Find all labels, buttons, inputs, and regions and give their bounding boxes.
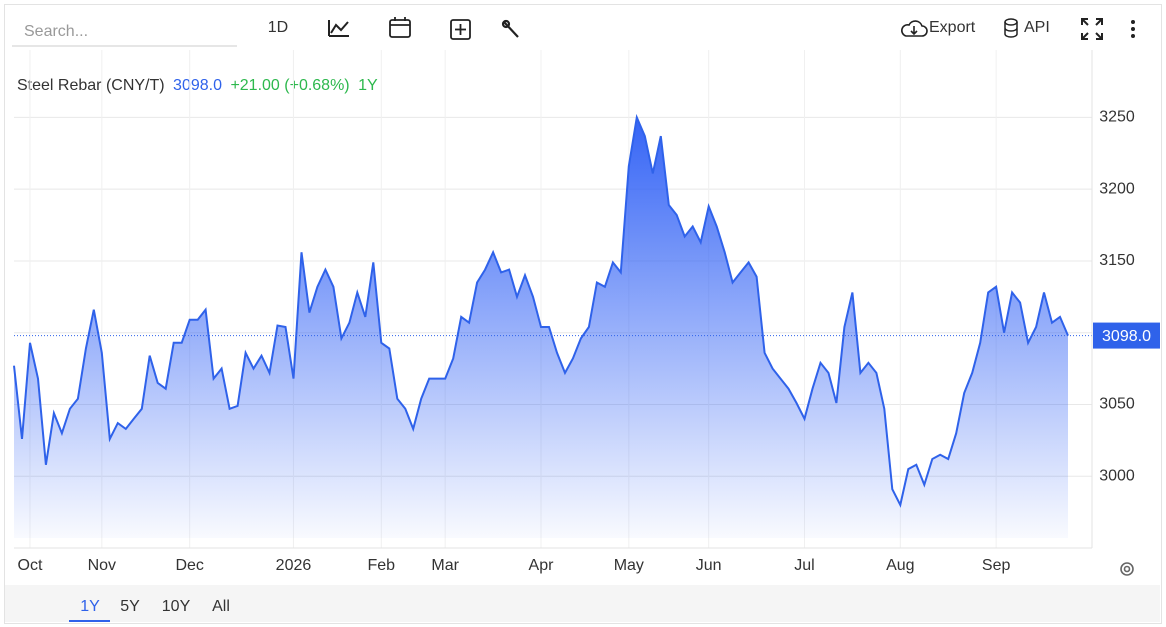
- x-tick-label: Jun: [696, 557, 722, 574]
- range-bar: [5, 585, 1160, 622]
- x-tick-label: Mar: [431, 557, 459, 574]
- y-tick-label: 3150: [1099, 252, 1135, 269]
- export-icon[interactable]: [901, 20, 928, 37]
- y-tick-label: 3250: [1099, 109, 1135, 126]
- add-indicator-icon[interactable]: [450, 19, 471, 40]
- price-line: [13, 113, 1069, 508]
- y-tick-label: 3200: [1099, 180, 1135, 197]
- gear-icon[interactable]: [1120, 562, 1134, 576]
- x-tick-label: Dec: [175, 557, 203, 574]
- x-tick-label: Apr: [529, 557, 555, 574]
- menu-icon[interactable]: [1131, 20, 1135, 38]
- chart-type-icon[interactable]: [328, 20, 349, 37]
- last-price: 3098.0: [173, 77, 222, 94]
- x-tick-label: May: [614, 557, 644, 574]
- chart-header: Steel Rebar (CNY/T) 3098.0 +21.00 (+0.68…: [17, 77, 378, 94]
- price-change: +21.00 (+0.68%): [230, 77, 349, 94]
- widget-frame: [4, 4, 1162, 624]
- range-button[interactable]: 1Y: [80, 598, 100, 615]
- last-price-badge: [1093, 322, 1160, 349]
- chart-title: Steel Rebar (CNY/T): [17, 77, 165, 94]
- interval-button[interactable]: 1D: [268, 19, 288, 36]
- x-tick-label: 2026: [276, 557, 312, 574]
- fullscreen-icon[interactable]: [1081, 18, 1103, 40]
- last-price-badge-label: 3098.0: [1102, 328, 1151, 345]
- y-tick-label: 3050: [1099, 396, 1135, 413]
- range-button[interactable]: All: [212, 598, 230, 615]
- export-button[interactable]: Export: [929, 19, 976, 36]
- calendar-icon[interactable]: [389, 17, 411, 38]
- range-button[interactable]: 10Y: [162, 598, 191, 615]
- x-tick-label: Jul: [794, 557, 814, 574]
- x-tick-label: Feb: [368, 557, 396, 574]
- x-tick-label: Sep: [982, 557, 1011, 574]
- api-icon[interactable]: [1004, 18, 1018, 38]
- search-box[interactable]: Search...: [24, 23, 88, 40]
- settings-wrench-icon[interactable]: [501, 19, 519, 38]
- y-tick-label: 3000: [1099, 467, 1135, 484]
- x-tick-label: Aug: [886, 557, 914, 574]
- x-tick-label: Oct: [18, 557, 43, 574]
- period: 1Y: [358, 77, 378, 94]
- api-button[interactable]: API: [1024, 19, 1050, 36]
- range-button[interactable]: 5Y: [120, 598, 140, 615]
- x-tick-label: Nov: [88, 557, 116, 574]
